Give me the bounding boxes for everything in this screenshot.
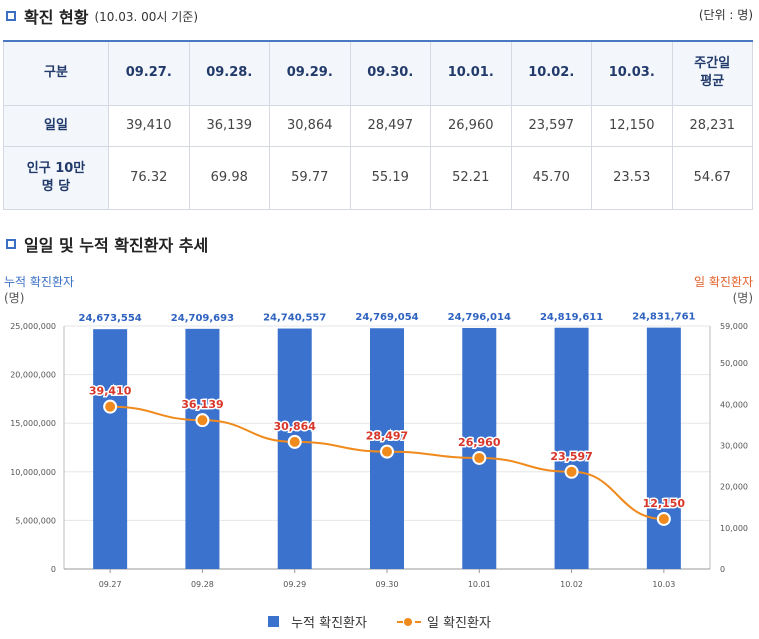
- legend-bar-swatch: [268, 616, 280, 627]
- daily-point: [195, 413, 210, 428]
- bar-value-label: 24,831,761: [632, 312, 695, 323]
- table-header-row: 구분 09.27. 09.28. 09.29. 09.30. 10.01. 10…: [3, 40, 753, 106]
- square-bullet-icon: [6, 11, 16, 21]
- header-date: 09.28.: [188, 40, 270, 106]
- left-axis-title-text: 누적 확진환자: [4, 275, 75, 289]
- row-label-per100k: 인구 10만 명 당: [3, 145, 109, 210]
- left-tick-label: 20,000,000: [10, 371, 56, 380]
- right-tick-label: 59,000: [720, 322, 748, 331]
- cumulative-bar: [462, 327, 497, 569]
- daily-point: [380, 444, 394, 459]
- cumulative-bar: [646, 327, 681, 569]
- daily-point: [564, 464, 579, 479]
- row-label-line1: 인구 10만: [26, 160, 86, 176]
- header-date: 09.27.: [108, 40, 190, 106]
- x-tick-label: 09.28: [191, 580, 214, 589]
- header-avg-line2: 평균: [700, 74, 725, 90]
- left-axis-unit: (명): [4, 291, 25, 305]
- left-tick-label: 5,000,000: [15, 516, 56, 525]
- status-table: 구분 09.27. 09.28. 09.29. 09.30. 10.01. 10…: [3, 40, 753, 210]
- x-tick-label: 10.03: [652, 580, 675, 589]
- bar-value-label: 24,769,054: [355, 312, 418, 323]
- x-tick-label: 10.01: [468, 580, 491, 589]
- section-title: 일일 및 누적 확진환자 추세: [24, 236, 209, 255]
- bar-value-label: 24,819,611: [540, 312, 603, 323]
- right-axis-unit: (명): [732, 291, 753, 305]
- table-cell: 12,150: [591, 104, 673, 147]
- bar-value-label: 24,673,554: [79, 313, 142, 324]
- section-header-status: 확진 현황 (10.03. 00시 기준): [6, 4, 198, 28]
- table-cell: 52.21: [430, 145, 512, 210]
- table-cell: 59.77: [269, 145, 351, 210]
- right-tick-label: 30,000: [720, 441, 748, 450]
- section-subtitle: (10.03. 00시 기준): [94, 9, 199, 24]
- point-value-label: 36,139: [181, 398, 223, 411]
- legend-line-swatch: [396, 616, 421, 628]
- table-cell: 39,410: [108, 104, 190, 147]
- section-title: 확진 현황: [24, 8, 89, 27]
- header-date: 10.03.: [591, 40, 673, 106]
- unit-label: (단위 : 명): [698, 8, 753, 22]
- legend-label: 누적 확진환자: [291, 616, 367, 631]
- x-tick-label: 09.30: [376, 580, 399, 589]
- x-tick-label: 09.27: [99, 580, 122, 589]
- header-avg-line1: 주간일: [694, 56, 731, 72]
- cumulative-bar: [185, 328, 220, 569]
- square-bullet-icon: [6, 239, 16, 249]
- table-cell-avg: 28,231: [671, 104, 753, 147]
- right-tick-label: 20,000: [720, 483, 748, 492]
- bar-value-label: 24,709,693: [171, 313, 234, 324]
- point-value-label: 28,497: [366, 430, 408, 443]
- table-cell: 23.53: [591, 145, 673, 210]
- left-tick-label: 10,000,000: [10, 468, 56, 477]
- point-value-label: 39,410: [89, 385, 132, 398]
- left-tick-label: 0: [51, 565, 56, 574]
- x-tick-label: 09.29: [283, 580, 306, 589]
- x-tick-label: 10.02: [560, 580, 583, 589]
- table-row-per100k: 인구 10만 명 당 76.32 69.98 59.77 55.19 52.21…: [3, 145, 753, 210]
- table-cell-avg: 54.67: [671, 145, 753, 210]
- right-tick-label: 50,000: [720, 359, 748, 368]
- left-tick-label: 15,000,000: [10, 419, 56, 428]
- right-tick-label: 10,000: [720, 524, 748, 533]
- right-tick-label: 40,000: [720, 400, 748, 409]
- point-value-label: 12,150: [643, 497, 686, 510]
- header-category: 구분: [3, 40, 109, 106]
- point-value-label: 23,597: [550, 450, 592, 463]
- table-cell: 69.98: [188, 145, 270, 210]
- right-tick-label: 0: [720, 565, 725, 574]
- table-cell: 76.32: [108, 145, 190, 210]
- chart-legend: 누적 확진환자 일 확진환자: [0, 612, 759, 631]
- point-value-label: 26,960: [458, 436, 501, 449]
- row-label-daily: 일일: [3, 104, 109, 147]
- legend-item-daily: 일 확진환자: [396, 612, 491, 631]
- header-date: 10.01.: [430, 40, 512, 106]
- point-value-label: 30,864: [273, 420, 316, 433]
- left-tick-label: 25,000,000: [10, 322, 56, 331]
- section-header-trend: 일일 및 누적 확진환자 추세: [6, 232, 208, 256]
- right-axis-title: 일 확진환자 (명): [694, 274, 753, 306]
- daily-point: [472, 450, 487, 465]
- bar-value-label: 24,740,557: [263, 313, 326, 324]
- header-date: 10.02.: [510, 40, 592, 106]
- header-weekly-avg: 주간일 평균: [671, 40, 753, 106]
- cumulative-bar: [554, 327, 589, 569]
- table-cell: 36,139: [188, 104, 270, 147]
- daily-point: [103, 399, 118, 414]
- legend-item-cumulative: 누적 확진환자: [268, 612, 367, 631]
- legend-label: 일 확진환자: [426, 616, 491, 631]
- header-date: 09.29.: [269, 40, 351, 106]
- bar-value-label: 24,796,014: [448, 312, 511, 323]
- header-date: 09.30.: [349, 40, 431, 106]
- daily-point: [656, 511, 671, 526]
- row-label-line2: 명 당: [41, 178, 71, 194]
- daily-point: [287, 434, 302, 449]
- cumulative-bar: [93, 329, 128, 569]
- right-axis-title-text: 일 확진환자: [693, 275, 753, 289]
- table-cell: 30,864: [269, 104, 351, 147]
- left-axis-title: 누적 확진환자 (명): [4, 274, 74, 306]
